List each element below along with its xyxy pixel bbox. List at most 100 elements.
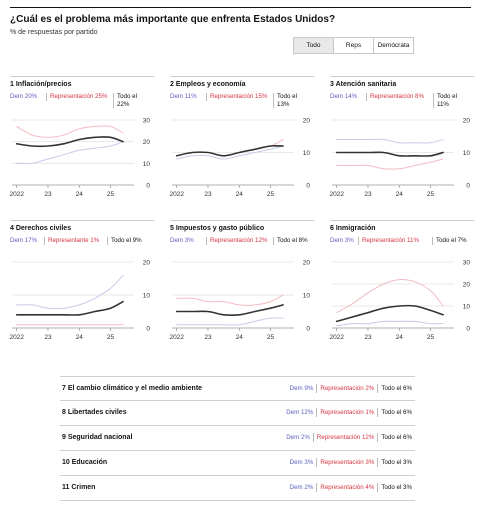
series-line-rep [336, 158, 444, 170]
row-legend: Dem 2% Representación 4% Todo el 3% [287, 483, 415, 492]
legend-rep: Representación 15% [206, 93, 270, 101]
list-item: 10 Educación Dem 3% Representación 3% To… [60, 451, 415, 476]
row-dem: Dem 9% [289, 385, 314, 392]
row-label: 10 Educación [62, 459, 108, 466]
line-chart: 0 10 20 2022 23 24 25 [169, 118, 310, 199]
panel-title: 2 Empleos y economía [170, 81, 246, 88]
series-line-total [15, 300, 124, 316]
x-tick-label: 25 [427, 191, 435, 198]
legend-total: Todo el 22% [113, 93, 149, 108]
panel-legend: Dem 3% Representación 11% Todo el 7% [330, 237, 474, 257]
y-tick-label: 10 [463, 304, 471, 311]
y-tick-label: 20 [303, 260, 311, 267]
legend-dem: Dem 11% [170, 93, 197, 100]
panel-legend: Dem 20% Representación 25% Todo el 22% [10, 93, 154, 113]
legend-rep: Representación 12% [206, 237, 270, 245]
list-item: 8 Libertades civiles Dem 12% Representac… [60, 401, 415, 426]
series-line-rep [336, 279, 444, 314]
y-tick-label: 30 [463, 260, 471, 267]
x-tick-label: 2022 [329, 191, 344, 198]
list-item: 7 El cambio climático y el medio ambient… [60, 376, 415, 401]
series-line-dem [16, 141, 124, 165]
row-dem: Dem 3% [289, 459, 314, 466]
panel-rule [330, 76, 474, 77]
panel-legend: Dem 14% Representación 8% Todo el 11% [330, 93, 474, 113]
line-chart: 0 10 20 30 2022 23 24 25 [9, 118, 151, 199]
chart-panel-civil-rights: 4 Derechos civiles Dem 17% Representante… [9, 220, 154, 355]
series-line-dem [336, 320, 444, 327]
y-tick-label: 20 [463, 282, 471, 289]
legend-total: Todo el 13% [273, 93, 309, 108]
y-tick-label: 0 [466, 326, 470, 333]
x-tick-label: 23 [204, 191, 212, 198]
panel-rule [170, 76, 314, 77]
row-label: 9 Seguridad nacional [62, 434, 133, 441]
series-line-rep [176, 294, 284, 306]
chart-panel-taxes: 5 Impuestos y gasto público Dem 3% Repre… [169, 220, 314, 355]
series-line-total [335, 304, 444, 323]
y-tick-label: 20 [143, 260, 151, 267]
top-rule [10, 7, 471, 8]
x-tick-label: 24 [236, 191, 244, 198]
line-chart: 0 10 20 2022 23 24 25 [169, 260, 311, 342]
row-label: 11 Crimen [62, 484, 96, 491]
row-rep: Representación 3% [316, 458, 377, 467]
page-title: ¿Cuál es el problema más importante que … [10, 14, 336, 25]
toggle-dems-button[interactable]: Demócrata [377, 42, 410, 49]
series-line-dem [176, 317, 284, 326]
panel-title: 5 Impuestos y gasto público [170, 225, 265, 232]
x-tick-label: 24 [396, 334, 404, 341]
legend-total: Todo el 11% [433, 93, 469, 108]
panel-legend: Dem 3% Representación 12% Todo el 8% [170, 237, 314, 257]
x-tick-label: 23 [364, 334, 372, 341]
party-toggle: Todo Reps Demócrata [293, 37, 414, 54]
row-total: Todo el 6% [377, 408, 415, 417]
row-legend: Dem 12% Representación 1% Todo el 6% [283, 408, 415, 417]
x-tick-label: 2022 [169, 334, 184, 341]
toggle-reps-button[interactable]: Reps [334, 38, 374, 53]
row-total: Todo el 6% [377, 433, 415, 442]
legend-dem: Dem 3% [170, 237, 194, 244]
panel-rule [330, 220, 474, 221]
row-dem: Dem 2% [289, 484, 314, 491]
x-tick-label: 2022 [329, 334, 344, 341]
series-line-dem [336, 138, 444, 144]
legend-dem: Dem 14% [330, 93, 358, 100]
panel-title: 1 Inflación/precios [10, 81, 72, 88]
legend-total: Todo el 9% [107, 237, 142, 245]
y-tick-label: 0 [306, 326, 310, 333]
panel-legend: Dem 11% Representación 15% Todo el 13% [170, 93, 314, 113]
x-tick-label: 2022 [9, 191, 24, 198]
y-tick-label: 0 [146, 183, 150, 190]
toggle-all-button[interactable]: Todo [294, 38, 334, 53]
row-dem: Dem 12% [286, 409, 314, 416]
chart-panel-inflation: 1 Inflación/precios Dem 20% Representaci… [9, 76, 154, 211]
series-line-total [175, 144, 284, 157]
row-label: 8 Libertades civiles [62, 409, 127, 416]
row-legend: Dem 2% Representación 12% Todo el 6% [283, 433, 415, 442]
panel-title: 3 Atención sanitaria [330, 81, 397, 88]
y-tick-label: 10 [143, 161, 151, 168]
row-rep: Representación 1% [316, 408, 377, 417]
y-tick-label: 10 [463, 150, 471, 157]
panel-rule [170, 220, 314, 221]
y-tick-label: 20 [143, 139, 151, 146]
y-tick-label: 10 [303, 293, 311, 300]
legend-total: Todo el 8% [273, 237, 309, 245]
x-tick-label: 24 [396, 191, 404, 198]
series-line-total [175, 304, 284, 316]
legend-dem: Dem 3% [330, 237, 354, 244]
legend-rep: Representante 1% [44, 237, 99, 245]
row-rep: Representación 12% [312, 433, 377, 442]
legend-rep: Representación 8% [366, 93, 430, 101]
x-tick-label: 23 [44, 334, 52, 341]
row-total: Todo el 3% [377, 483, 415, 492]
panel-legend: Dem 17% Representante 1% Todo el 9% [10, 237, 154, 257]
y-tick-label: 20 [463, 118, 471, 125]
x-tick-label: 25 [107, 191, 115, 198]
chart-panel-economy: 2 Empleos y economía Dem 11% Representac… [169, 76, 314, 211]
series-line-total [335, 151, 444, 157]
row-total: Todo el 6% [377, 384, 415, 393]
panel-rule [10, 220, 154, 221]
row-rep: Representación 4% [316, 483, 377, 492]
